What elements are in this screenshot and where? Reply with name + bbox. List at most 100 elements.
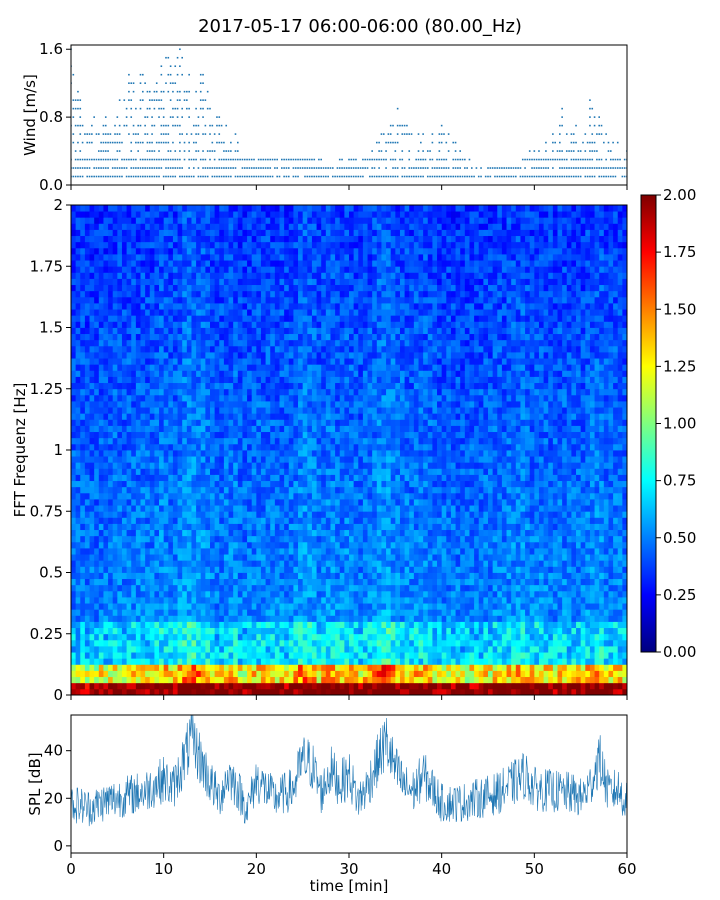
spectrogram-cell bbox=[376, 560, 382, 567]
spectrogram-cell bbox=[307, 566, 313, 573]
wind-point bbox=[440, 124, 443, 127]
spectrogram-cell bbox=[525, 566, 531, 573]
spectrogram-cell bbox=[432, 688, 438, 696]
spectrogram-cell bbox=[599, 597, 605, 604]
spectrogram-cell bbox=[622, 658, 628, 665]
spectrogram-cell bbox=[163, 609, 169, 616]
spectrogram-cell bbox=[362, 627, 368, 635]
spectrogram-cell bbox=[488, 492, 494, 500]
spectrogram-cell bbox=[288, 682, 294, 690]
spectrogram-cell bbox=[409, 664, 415, 671]
wind-point bbox=[408, 133, 411, 135]
wind-point bbox=[359, 167, 362, 169]
spectrogram-cell bbox=[474, 499, 480, 506]
spectrogram-cell bbox=[307, 615, 313, 622]
spectrogram-cell bbox=[580, 584, 586, 592]
spectrogram-cell bbox=[89, 548, 95, 555]
spectrogram-cell bbox=[344, 578, 350, 586]
spectrogram-cell bbox=[552, 505, 558, 512]
spectrogram-cell bbox=[576, 529, 582, 537]
spectrogram-cell bbox=[617, 535, 623, 543]
wind-point bbox=[547, 175, 550, 178]
spectrogram-cell bbox=[446, 627, 452, 635]
spectrogram-cell bbox=[219, 633, 225, 641]
wind-point bbox=[202, 175, 204, 178]
wind-point bbox=[230, 158, 232, 161]
spectrogram-cell bbox=[404, 658, 410, 665]
spectrogram-cell bbox=[432, 511, 438, 518]
spectrogram-cell bbox=[349, 688, 355, 696]
wind-point bbox=[130, 82, 133, 84]
spectrogram-cell bbox=[279, 652, 285, 659]
spectrogram-cell bbox=[423, 529, 429, 537]
spectrogram-cell bbox=[566, 572, 572, 580]
spectrogram-cell bbox=[274, 554, 280, 561]
spectrogram-cell bbox=[94, 529, 100, 537]
spectrogram-cell bbox=[552, 639, 558, 647]
spectrogram-cell bbox=[117, 590, 123, 598]
spectrogram-cell bbox=[390, 597, 396, 604]
spectrogram-cell bbox=[274, 523, 280, 531]
spectrogram-cell bbox=[98, 676, 104, 684]
spectrogram-cell bbox=[381, 658, 387, 665]
spectrogram-cell bbox=[372, 554, 378, 561]
spectrogram-cell bbox=[413, 682, 419, 690]
spectrogram-cell bbox=[177, 664, 183, 671]
spectrogram-cell bbox=[140, 652, 146, 659]
spectrogram-cell bbox=[172, 578, 178, 586]
spectrogram-cell bbox=[321, 652, 327, 659]
spectrogram-cell bbox=[196, 572, 202, 580]
spectrogram-cell bbox=[200, 572, 206, 580]
wind-point bbox=[454, 158, 457, 161]
spectrogram-cell bbox=[362, 492, 368, 500]
spectrogram-cell bbox=[450, 511, 456, 518]
spectrogram-cell bbox=[603, 688, 609, 696]
spectrogram-cell bbox=[154, 633, 160, 641]
spectrogram-cell bbox=[237, 676, 243, 684]
wind-point bbox=[489, 167, 492, 169]
spectrogram-cell bbox=[599, 529, 605, 537]
wind-point bbox=[283, 167, 285, 169]
spectrogram-cell bbox=[413, 584, 419, 592]
spectrogram-cell bbox=[571, 517, 577, 524]
spectrogram-cell bbox=[557, 658, 563, 665]
wind-point bbox=[396, 133, 399, 135]
spectrogram-cell bbox=[520, 664, 526, 671]
spectrogram-cell bbox=[284, 560, 290, 567]
spectrogram-cell bbox=[307, 627, 313, 635]
spectrogram-cell bbox=[311, 597, 317, 604]
spectrogram-cell bbox=[94, 627, 100, 635]
wind-point bbox=[561, 175, 563, 178]
spectrogram-cell bbox=[159, 621, 165, 629]
wind-point bbox=[276, 167, 278, 169]
spectrogram-cell bbox=[562, 548, 568, 555]
spectrogram-cell bbox=[126, 597, 132, 604]
spectrogram-cell bbox=[98, 584, 104, 592]
spectrogram-cell bbox=[372, 548, 378, 555]
spectrogram-cell bbox=[131, 541, 137, 549]
spectrogram-cell bbox=[159, 554, 165, 561]
spectrogram-cell bbox=[404, 615, 410, 622]
spectrogram-cell bbox=[233, 517, 239, 524]
spectrogram-cell bbox=[441, 499, 447, 506]
spectrogram-cell bbox=[126, 658, 132, 665]
spectrogram-cell bbox=[525, 535, 531, 543]
wind-point bbox=[494, 175, 496, 178]
spectrogram-cell bbox=[339, 529, 345, 537]
spectrogram-cell bbox=[589, 676, 595, 684]
spectrogram-cell bbox=[80, 603, 86, 610]
spectrogram-cell bbox=[75, 529, 81, 537]
spectrogram-cell bbox=[492, 633, 498, 641]
spectrogram-cell bbox=[488, 505, 494, 512]
spectrogram-cell bbox=[330, 584, 336, 592]
spectrogram-cell bbox=[233, 609, 239, 616]
spectrogram-cell bbox=[149, 670, 155, 678]
wind-point bbox=[596, 133, 598, 135]
spectrogram-cell bbox=[117, 554, 123, 561]
spectrogram-cell bbox=[71, 572, 77, 580]
spectrogram-cell bbox=[520, 597, 526, 604]
spectrogram-cell bbox=[117, 658, 123, 665]
spectrogram-cell bbox=[71, 676, 77, 684]
spectrogram-cell bbox=[464, 511, 470, 518]
spectrogram-cell bbox=[599, 658, 605, 665]
